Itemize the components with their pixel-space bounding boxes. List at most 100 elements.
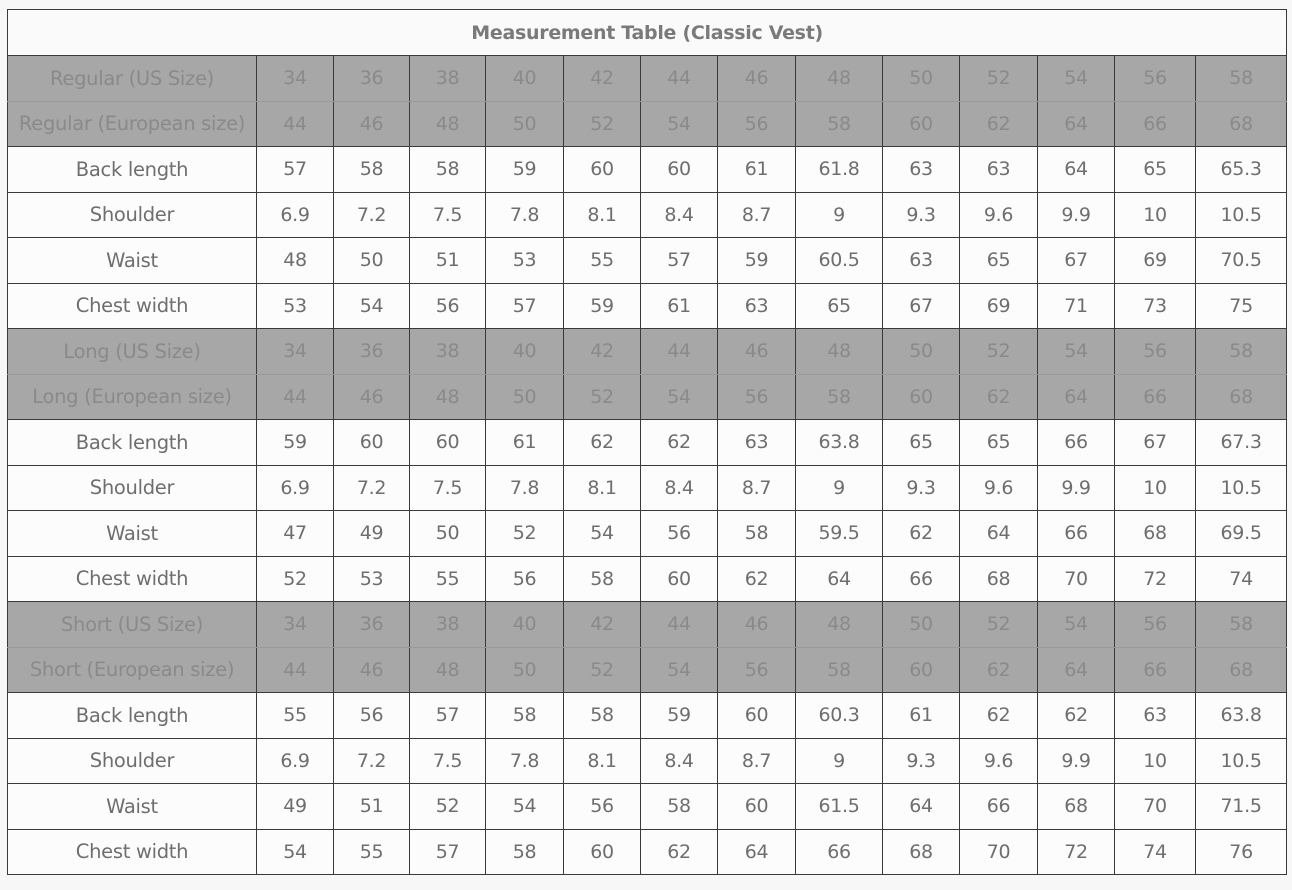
table-cell: 52 [409,783,486,830]
table-cell: 70 [1114,783,1196,830]
table-cell: 69 [959,282,1038,329]
table-cell: 50 [485,646,564,693]
table-cell: 70.5 [1194,237,1288,284]
table-cell: 8.1 [563,737,641,784]
table-cell: 9.3 [882,737,960,784]
table-cell: 46 [717,601,796,648]
table-cell: 60 [640,146,718,193]
table-cell: 40 [485,328,564,375]
table-cell: 7.5 [409,737,486,784]
us-size-row: Short (US Size) 34 36 38 40 42 44 46 48 50 52 54 56 5… [7,601,1288,648]
table-cell: 67 [882,282,960,329]
table-cell: 52 [959,328,1038,375]
table-cell: 63.8 [795,419,883,466]
table-cell: 63 [717,419,796,466]
table-cell: 36 [333,328,410,375]
measurement-row: Shoulder 6.9 7.2 7.5 7.8 8.1 8.4 8.7 9 9.3 9.6 9.9 1… [7,737,1288,784]
table-cell: 62 [640,419,718,466]
table-cell: 70 [1037,555,1115,602]
table-cell: 55 [563,237,641,284]
table-cell: 42 [563,55,641,102]
table-cell: 9 [795,191,883,238]
table-cell: 58 [795,646,883,693]
table-cell: 55 [256,692,334,739]
table-cell: 58 [333,146,410,193]
table-cell: 46 [717,328,796,375]
table-cell: 55 [409,555,486,602]
table-cell: 34 [256,328,334,375]
table-cell: 56 [1114,328,1196,375]
table-cell: 10 [1114,464,1196,511]
table-cell: 56 [409,282,486,329]
table-cell: 46 [333,100,410,147]
table-cell: 61.5 [795,783,883,830]
table-cell: 66 [1114,646,1196,693]
row-label: Shoulder [7,191,257,238]
table-cell: 65 [959,419,1038,466]
table-cell: 42 [563,601,641,648]
table-cell: 68 [1194,373,1288,420]
table-cell: 50 [485,100,564,147]
table-cell: 58 [409,146,486,193]
measurement-row: Shoulder 6.9 7.2 7.5 7.8 8.1 8.4 8.7 9 9.3 9.6 9.9 1… [7,191,1288,238]
table-cell: 9 [795,737,883,784]
table-cell: 61 [717,146,796,193]
table-cell: 54 [1037,601,1115,648]
table-cell: 54 [640,100,718,147]
table-cell: 40 [485,601,564,648]
table-cell: 54 [1037,328,1115,375]
table-cell: 7.5 [409,191,486,238]
table-cell: 7.2 [333,464,410,511]
table-cell: 10.5 [1194,464,1288,511]
table-cell: 55 [333,828,410,875]
table-cell: 64 [1037,146,1115,193]
table-cell: 71 [1037,282,1115,329]
european-size-row: Long (European size) 44 46 48 50 52 54 56 58 60 62… [7,373,1288,420]
table-cell: 60.5 [795,237,883,284]
table-cell: 62 [1037,692,1115,739]
row-label: Regular (European size) [7,100,257,147]
table-cell: 53 [333,555,410,602]
table-cell: 60 [409,419,486,466]
table-cell: 50 [882,55,960,102]
table-cell: 52 [256,555,334,602]
table-cell: 49 [333,510,410,557]
table-cell: 69 [1114,237,1196,284]
table-cell: 64 [717,828,796,875]
table-cell: 68 [1037,783,1115,830]
table-cell: 57 [640,237,718,284]
measurement-row: Chest width 52 53 55 56 58 60 62 64 66 68 70 72 74 [7,555,1288,602]
table-cell: 10.5 [1194,191,1288,238]
row-label: Short (US Size) [7,601,257,648]
table-cell: 49 [256,783,334,830]
table-cell: 64 [1037,646,1115,693]
table-cell: 56 [717,373,796,420]
row-label: Waist [7,237,257,284]
table-cell: 9.3 [882,191,960,238]
table-cell: 64 [795,555,883,602]
table-cell: 58 [485,692,564,739]
table-cell: 58 [1194,328,1288,375]
table-cell: 42 [563,328,641,375]
table-cell: 59 [717,237,796,284]
table-cell: 50 [485,373,564,420]
table-cell: 57 [256,146,334,193]
title-row: Measurement Table (Classic Vest) [6,9,1288,56]
table-cell: 66 [882,555,960,602]
table-cell: 6.9 [256,464,334,511]
table-cell: 66 [795,828,883,875]
table-title: Measurement Table (Classic Vest) [6,9,1288,56]
row-label: Long (European size) [7,373,257,420]
table-cell: 38 [409,328,486,375]
table-cell: 44 [256,100,334,147]
table-cell: 56 [563,783,641,830]
table-cell: 53 [485,237,564,284]
table-cell: 58 [717,510,796,557]
table-cell: 9.9 [1037,191,1115,238]
us-size-row: Long (US Size) 34 36 38 40 42 44 46 48 50 52 54 56 58 [7,328,1288,375]
row-label: Waist [7,783,257,830]
table-cell: 62 [640,828,718,875]
table-cell: 9.6 [959,464,1038,511]
table-cell: 8.7 [717,464,796,511]
table-cell: 10 [1114,737,1196,784]
